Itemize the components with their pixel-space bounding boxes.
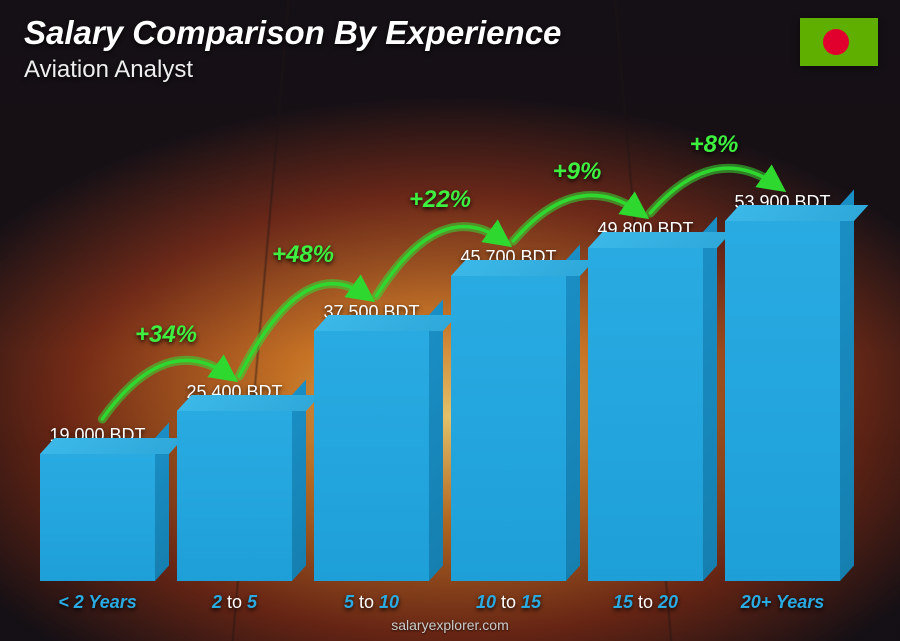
bar xyxy=(177,411,292,581)
bar-category-label: 2 to 5 xyxy=(212,592,257,613)
bar-chart: 19,000 BDT< 2 Years25,400 BDT2 to 537,50… xyxy=(40,120,840,581)
bar-category-label: 20+ Years xyxy=(741,592,825,613)
bar xyxy=(314,331,429,581)
bar-slot: 19,000 BDT< 2 Years xyxy=(40,120,155,581)
bar xyxy=(725,221,840,581)
chart-container: Salary Comparison By Experience Aviation… xyxy=(0,0,900,641)
footer-source: salaryexplorer.com xyxy=(0,617,900,633)
chart-subtitle: Aviation Analyst xyxy=(24,56,561,84)
bar-slot: 49,800 BDT15 to 20 xyxy=(588,120,703,581)
bar-category-label: 10 to 15 xyxy=(476,592,541,613)
bangladesh-flag-icon xyxy=(800,18,878,66)
bar-category-label: 15 to 20 xyxy=(613,592,678,613)
bar-category-label: < 2 Years xyxy=(58,592,137,613)
bar-slot: 53,900 BDT20+ Years xyxy=(725,120,840,581)
chart-title: Salary Comparison By Experience xyxy=(24,14,561,52)
bar xyxy=(40,454,155,581)
bar-slot: 25,400 BDT2 to 5 xyxy=(177,120,292,581)
bar xyxy=(451,276,566,581)
bar-slot: 45,700 BDT10 to 15 xyxy=(451,120,566,581)
header: Salary Comparison By Experience Aviation… xyxy=(24,14,561,84)
bar-category-label: 5 to 10 xyxy=(344,592,399,613)
bar xyxy=(588,248,703,581)
bar-slot: 37,500 BDT5 to 10 xyxy=(314,120,429,581)
